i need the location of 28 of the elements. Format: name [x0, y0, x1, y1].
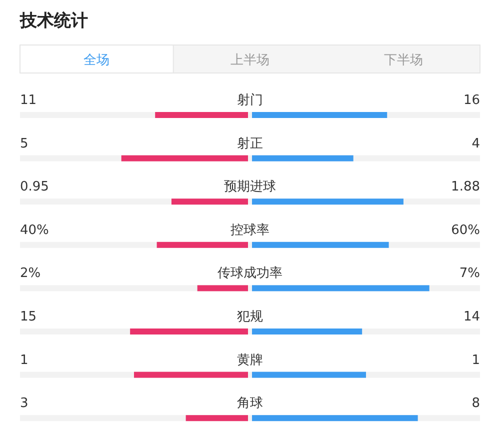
data-label: 3	[20, 396, 28, 412]
data-label: 4	[472, 136, 480, 152]
data-label: 15	[20, 310, 37, 324]
data-label: 14	[463, 310, 480, 324]
data-label: 2%	[20, 266, 41, 282]
category-label: 控球率	[230, 222, 270, 238]
category-label: 射正	[237, 136, 263, 152]
category-label: 犯规	[237, 310, 263, 324]
data-label: 5	[20, 136, 28, 152]
text: 上半场	[230, 53, 270, 68]
category-label: 预期进球	[224, 180, 276, 195]
category-label: 黄牌	[237, 352, 263, 368]
data-label: 1	[472, 352, 480, 368]
text: 全场	[84, 53, 110, 68]
data-label: 1	[20, 352, 28, 368]
text: 技术统计	[19, 11, 88, 31]
data-label: 7%	[459, 266, 480, 282]
data-label: 0.95	[20, 180, 49, 195]
category-label: 传球成功率	[218, 265, 282, 282]
data-label: 1.88	[451, 180, 480, 195]
data-label: 60%	[451, 222, 480, 238]
text: 下半场	[384, 53, 423, 68]
data-label: 16	[463, 93, 480, 108]
data-label: 8	[472, 396, 480, 412]
category-label: 射门	[237, 92, 263, 108]
data-label: 11	[20, 93, 37, 108]
data-label: 40%	[20, 222, 49, 238]
category-label: 角球	[237, 396, 263, 412]
